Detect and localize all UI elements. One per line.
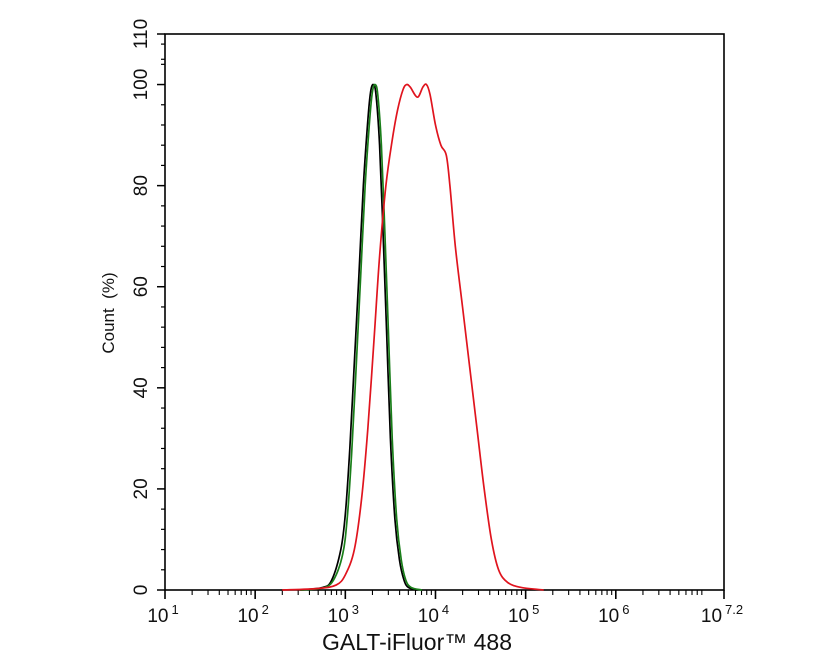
histogram-series [282,83,544,591]
series-isotype-control [300,83,418,591]
x-tick-label: 10 2 [237,602,268,627]
x-axis: 10 1 10 2 10 3 10 4 10 5 10 6 10 7.2 [147,590,743,627]
y-tick-label: 0 [131,585,152,596]
x-tick-label: 10 6 [598,602,629,627]
x-axis-title: GALT-iFluor™ 488 [322,629,512,655]
y-tick-label: 100 [131,69,152,101]
y-tick-label: 80 [131,175,152,196]
x-tick-label: 10 7.2 [701,602,743,627]
y-tick-label: 110 [131,19,152,49]
plot-frame [164,33,725,591]
series-unstained-control [300,83,423,591]
x-tick-label: 10 1 [147,602,178,627]
y-axis-title: Count (%) [99,272,118,353]
y-tick-label: 40 [131,377,152,398]
x-tick-label: 10 3 [328,602,359,627]
series-GALT-antibody [282,83,544,591]
x-tick-label: 10 4 [418,602,449,627]
x-tick-label: 10 5 [508,602,539,627]
y-tick-label: 20 [131,478,152,499]
y-tick-label: 60 [131,276,152,297]
y-axis: 0 20 40 60 80 100 110 [131,19,165,595]
